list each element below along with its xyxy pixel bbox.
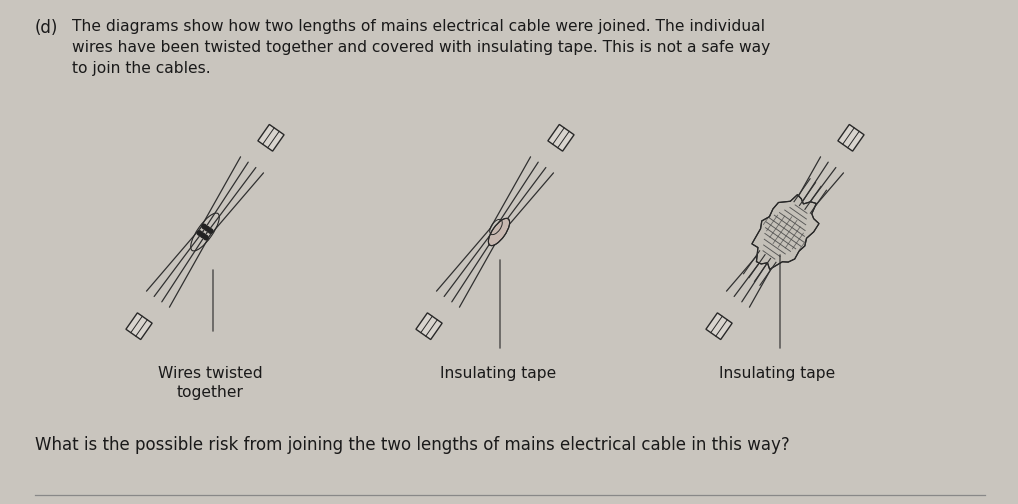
Circle shape: [197, 231, 202, 235]
Circle shape: [201, 233, 205, 237]
Polygon shape: [258, 124, 284, 151]
Text: Insulating tape: Insulating tape: [719, 366, 835, 381]
Circle shape: [202, 224, 207, 229]
Circle shape: [205, 226, 210, 231]
Text: What is the possible risk from joining the two lengths of mains electrical cable: What is the possible risk from joining t…: [35, 436, 790, 454]
Ellipse shape: [489, 218, 510, 245]
Polygon shape: [752, 195, 819, 269]
Polygon shape: [548, 124, 574, 151]
Text: (d): (d): [35, 19, 58, 37]
Text: Wires twisted
together: Wires twisted together: [158, 366, 263, 400]
Circle shape: [204, 235, 208, 240]
Text: The diagrams show how two lengths of mains electrical cable were joined. The ind: The diagrams show how two lengths of mai…: [72, 19, 771, 76]
Polygon shape: [705, 313, 732, 340]
Polygon shape: [126, 313, 152, 340]
Circle shape: [209, 229, 213, 233]
Polygon shape: [416, 313, 442, 340]
Polygon shape: [838, 124, 864, 151]
Text: Insulating tape: Insulating tape: [440, 366, 556, 381]
